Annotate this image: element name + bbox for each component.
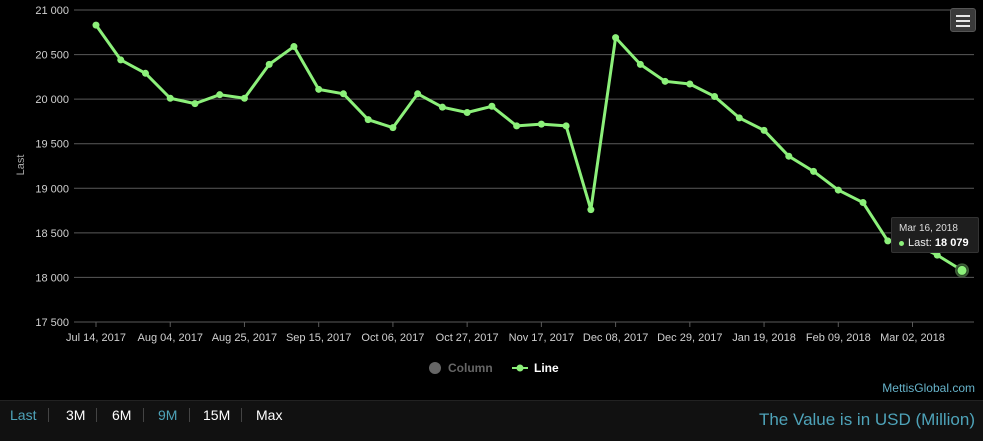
x-tick-label: Oct 27, 2017: [436, 332, 499, 344]
data-point: [834, 186, 842, 194]
data-point: [686, 80, 694, 88]
y-tick-label: 21 000: [35, 5, 69, 17]
data-point: [537, 120, 545, 128]
x-tick-label: Jul 14, 2017: [66, 332, 126, 344]
data-point: [117, 56, 125, 64]
data-point: [290, 43, 298, 51]
data-point: [933, 251, 941, 259]
legend-label-column: Column: [448, 361, 493, 375]
range-button-3m[interactable]: 3M: [66, 407, 86, 423]
y-axis-label: Last: [15, 155, 27, 176]
data-point: [438, 103, 446, 111]
x-tick-label: Jan 19, 2018: [732, 332, 796, 344]
data-point: [810, 167, 818, 175]
x-tick-label: Aug 25, 2017: [212, 332, 277, 344]
data-point: [513, 122, 521, 130]
data-point: [166, 94, 174, 102]
hamburger-icon: [956, 25, 970, 27]
y-tick-label: 18 500: [35, 228, 69, 240]
data-point: [389, 124, 397, 132]
data-point: [240, 94, 248, 102]
data-point: [141, 69, 149, 77]
tooltip-series-dot: [899, 240, 904, 246]
data-point: [191, 100, 199, 108]
x-tick-label: Oct 06, 2017: [361, 332, 424, 344]
hamburger-icon: [956, 15, 970, 17]
y-tick-label: 20 500: [35, 50, 69, 62]
value-unit-note: The Value is in USD (Million): [758, 410, 975, 429]
data-point: [636, 60, 644, 68]
data-point: [92, 21, 100, 29]
range-button-6m[interactable]: 6M: [112, 407, 132, 423]
data-point: [463, 109, 471, 117]
x-tick-label: Feb 09, 2018: [806, 332, 871, 344]
tooltip-label: Last:: [908, 237, 932, 249]
data-point: [587, 206, 595, 214]
legend-label-line: Line: [534, 361, 559, 375]
x-tick-label: Aug 04, 2017: [138, 332, 203, 344]
data-point: [760, 126, 768, 134]
data-point: [735, 114, 743, 122]
chart-menu-button[interactable]: [950, 8, 976, 32]
data-point: [364, 116, 372, 124]
range-button-max[interactable]: Max: [256, 407, 283, 423]
legend-marker-column: [429, 362, 441, 374]
credit-link[interactable]: MettisGlobal.com: [882, 381, 975, 395]
range-button-9m[interactable]: 9M: [158, 407, 178, 423]
x-tick-label: Dec 08, 2017: [583, 332, 648, 344]
separator: [96, 408, 97, 422]
data-tooltip: Mar 16, 2018 Last: 18 079: [891, 217, 979, 253]
data-point: [265, 60, 273, 68]
separator: [48, 408, 49, 422]
range-toolbar: Last 3M 6M 9M 15M Max The Value is in US…: [0, 400, 983, 441]
y-tick-label: 20 000: [35, 94, 69, 106]
x-tick-label: Mar 02, 2018: [880, 332, 945, 344]
data-point: [711, 92, 719, 100]
data-point: [216, 91, 224, 99]
legend-marker-line: [516, 364, 524, 372]
tooltip-row: Last: 18 079: [899, 237, 969, 249]
data-point: [859, 199, 867, 207]
x-tick-label: Dec 29, 2017: [657, 332, 722, 344]
separator: [241, 408, 242, 422]
range-button-15m[interactable]: 15M: [203, 407, 231, 423]
separator: [143, 408, 144, 422]
data-point: [562, 122, 570, 130]
y-tick-label: 19 000: [35, 183, 69, 195]
data-point: [884, 237, 892, 245]
hamburger-icon: [956, 20, 970, 22]
data-point: [339, 90, 347, 98]
y-tick-label: 19 500: [35, 139, 69, 151]
series-line: [94, 24, 963, 272]
data-point: [661, 77, 669, 85]
tooltip-date: Mar 16, 2018: [899, 223, 958, 234]
y-tick-label: 18 000: [35, 272, 69, 284]
chart-area: 17 500 18 000 18 500 19 000 19 500 20 000 20 5…: [15, 5, 979, 395]
data-point: [414, 90, 422, 98]
y-tick-label: 17 500: [35, 317, 69, 329]
separator: [189, 408, 190, 422]
x-tick-label: Nov 17, 2017: [509, 332, 574, 344]
line-chart: 17 500 18 000 18 500 19 000 19 500 20 000 20 5…: [15, 5, 974, 375]
data-point: [315, 85, 323, 93]
tooltip-value: 18 079: [934, 237, 969, 249]
x-tick-label: Sep 15, 2017: [286, 332, 351, 344]
data-point-highlighted: [956, 264, 968, 276]
data-point: [612, 34, 620, 42]
data-point: [785, 152, 793, 160]
range-button-last[interactable]: Last: [10, 407, 37, 423]
data-point: [488, 102, 496, 110]
